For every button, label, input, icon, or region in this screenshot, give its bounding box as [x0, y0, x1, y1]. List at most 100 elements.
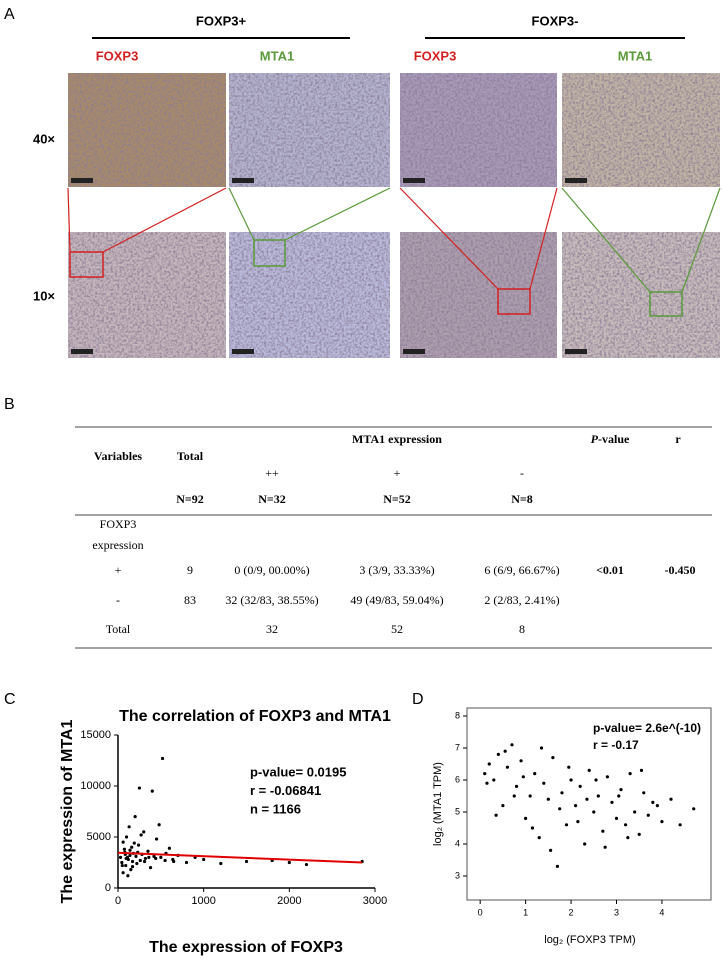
point	[646, 813, 650, 817]
point	[655, 804, 659, 808]
point	[537, 836, 541, 840]
level-header: +	[394, 466, 401, 480]
zoom-line	[228, 187, 255, 241]
point	[558, 807, 562, 811]
point	[118, 855, 123, 860]
point	[592, 810, 596, 814]
y-tick-label: 0	[105, 882, 111, 894]
point	[555, 864, 560, 869]
point	[573, 804, 578, 808]
point	[637, 832, 641, 837]
x-axis-label: The expression of FOXP3	[149, 939, 343, 956]
cell: 0 (0/9, 00.00%)	[234, 563, 309, 577]
y-axis-label: The expression of MTA1	[59, 720, 76, 904]
panel-label: A	[4, 6, 15, 23]
point	[304, 862, 309, 867]
point	[623, 823, 628, 827]
panel-label: B	[4, 396, 15, 413]
point	[130, 859, 135, 864]
cell: 8	[519, 622, 525, 636]
point	[603, 845, 607, 849]
point	[128, 853, 132, 857]
cell: 9	[187, 563, 193, 577]
row-label: 10×	[33, 288, 55, 303]
level-header: ++	[265, 466, 279, 480]
zoom-line	[67, 187, 71, 253]
group-label: FOXP3-	[532, 13, 579, 28]
point	[135, 861, 139, 866]
point	[651, 800, 655, 805]
zoom-line	[284, 187, 391, 241]
point	[120, 860, 124, 865]
point	[142, 859, 147, 864]
zoom-box	[649, 291, 683, 317]
point	[505, 765, 510, 769]
point	[614, 816, 619, 821]
point	[628, 772, 632, 776]
micrograph-texture	[400, 232, 557, 358]
cell: 32 (32/83, 38.55%)	[225, 593, 318, 607]
micrograph-texture	[229, 232, 390, 358]
point	[639, 768, 644, 773]
zoom-line	[399, 187, 499, 290]
point	[510, 743, 514, 747]
point	[129, 868, 133, 872]
point	[601, 829, 605, 833]
point	[494, 813, 498, 817]
y-axis-label: log₂ (MTA1 TPM)	[432, 762, 444, 846]
point	[587, 768, 591, 773]
column-label: MTA1	[618, 48, 652, 63]
zoom-box	[253, 239, 286, 267]
point	[551, 756, 555, 760]
y-tick-label: 6	[455, 774, 460, 784]
micrograph-texture	[229, 73, 390, 187]
point	[159, 855, 163, 860]
point	[150, 789, 154, 793]
zoom-line	[561, 187, 651, 293]
chart-title: The correlation of FOXP3 and MTA1	[119, 708, 391, 725]
point	[219, 861, 223, 866]
section-label: FOXP3	[100, 517, 137, 531]
zoom-box	[497, 288, 531, 315]
cell: -0.450	[665, 563, 696, 577]
cell: +	[115, 563, 122, 577]
point	[576, 820, 580, 824]
point	[610, 800, 614, 805]
point	[503, 749, 507, 753]
y-tick-label: 7	[455, 742, 460, 752]
scale-bar	[232, 349, 254, 354]
point	[122, 847, 127, 851]
scale-bar	[232, 178, 254, 183]
header: Total	[177, 449, 204, 463]
point	[633, 810, 637, 814]
x-tick-label: 0	[478, 907, 483, 917]
x-tick-label: 1000	[191, 895, 215, 907]
point	[143, 856, 148, 861]
point	[244, 859, 249, 864]
column-label: FOXP3	[96, 48, 139, 63]
cell: 49 (49/83, 59.04%)	[350, 593, 443, 607]
point	[546, 797, 550, 801]
group-labels: FOXP3+ FOXP3- FOXP3 MTA1 FOXP3 MTA1 40× …	[33, 13, 652, 303]
point	[542, 781, 546, 785]
point	[585, 797, 589, 801]
x-tick-label: 4	[659, 907, 664, 917]
x-tick-label: 3000	[363, 895, 387, 907]
zoom-line	[102, 187, 227, 253]
point	[157, 823, 161, 827]
plot-frame	[466, 707, 712, 901]
point	[619, 788, 623, 792]
panel-label: D	[412, 691, 424, 708]
x-tick-label: 1	[523, 907, 528, 917]
point	[617, 794, 621, 798]
cell: Total	[106, 622, 131, 636]
cell: 32	[266, 622, 278, 636]
point	[567, 765, 571, 769]
point	[549, 848, 553, 853]
point	[530, 826, 535, 830]
point	[120, 863, 124, 868]
point	[184, 860, 189, 865]
micrographs	[67, 37, 721, 358]
point	[678, 823, 682, 827]
